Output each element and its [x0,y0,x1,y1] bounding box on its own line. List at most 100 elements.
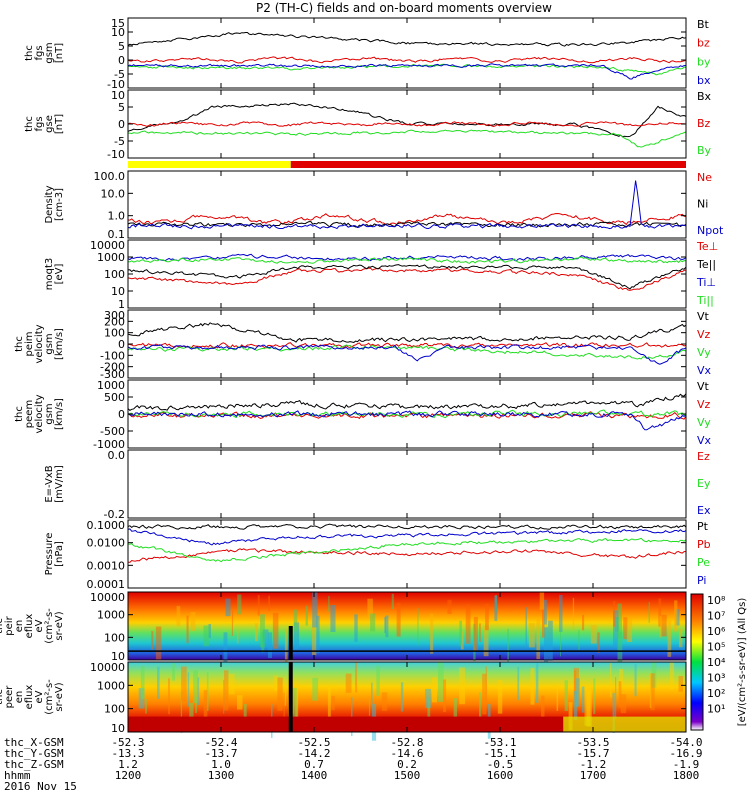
date-label: 2016 Nov 15 [4,780,77,793]
series-peim_velocity-1 [128,343,686,348]
footer-value-2-3: 0.2 [397,758,417,771]
footer-row-name-2: thc_Z-GSM [4,758,64,771]
ylabel-peim_velocity: thcpeimvelocitygsm[km/s] [14,324,65,363]
ytick-density-3: 0.1 [108,228,126,241]
footer-value-0-1: -52.4 [204,736,237,749]
ytick-pressure-0: 0.1000 [87,519,126,532]
ytick-peir-3: 10 [111,650,125,663]
colorbar-tick-0: 10⁸ [707,594,726,607]
series-temperature-2 [128,254,686,261]
panel-efield: 0.0 -0.2 E=-VxB[mV/m] Ez Ey Ex [44,449,711,521]
legend-fgs_gsm-0: Bt [697,18,710,31]
mode-bar-yellow [128,161,291,168]
series-fgs_gsm-0 [128,32,686,46]
series-peim_velocity-3 [128,345,686,365]
legend-fgs_gsm-3: bx [697,74,711,87]
ytick-fgs_gsm-1: 10 [111,26,125,39]
footer-value-0-3: -52.8 [390,736,423,749]
ylabel-peem_velocity: thcpeemvelocitygsm[km/s] [14,394,65,433]
mode-bar [128,161,686,168]
ytick-peer-3: 10 [111,722,125,735]
legend-peem_velocity-1: Vz [697,398,711,411]
ytick-peem_velocity-4: -1000 [93,438,125,451]
legend-fgs_gsm-1: bz [697,37,710,50]
colorbar-tick-1: 10⁷ [707,610,725,623]
series-temperature-0 [128,268,686,290]
series-peim_velocity-2 [128,345,686,359]
legend-peim_velocity-0: Vt [697,310,710,323]
series-fgs_gsm-1 [128,57,686,63]
ytick-fgs_gse-1: 5 [118,101,125,114]
ytick-peim_velocity-0: 300 [104,309,125,322]
ytick-fgs_gsm-3: 0 [118,54,125,67]
mode-bar-red [290,161,686,168]
legend-temperature-0: Te⊥ [696,240,718,253]
heatmap-peir [128,592,686,672]
ytick-peim_velocity-4: -100 [100,349,125,362]
footer-row-name-3: hhmm [4,769,31,782]
frame-efield [127,449,687,519]
colorbar-tick-4: 10⁴ [707,656,726,669]
footer-value-2-4: -0.5 [487,758,514,771]
footer-value-3-5: 1700 [580,769,607,782]
footer-value-0-5: -53.5 [576,736,609,749]
series-fgs_gse-1 [128,122,686,127]
colorbar-tick-3: 10⁵ [707,641,725,654]
series-temperature-1 [128,265,686,289]
footer-value-3-1: 1300 [208,769,235,782]
ytick-peer-2: 100 [104,703,125,716]
legend-temperature-1: Te|| [696,258,716,271]
legend-fgs_gse-1: Bz [697,117,711,130]
series-density-1 [128,222,686,227]
footer-value-2-0: 1.2 [118,758,138,771]
ytick-temperature-2: 100 [104,268,125,281]
frame-fgs_gsm [127,17,687,89]
series-pressure-3 [128,529,686,545]
heatmap-peer [128,662,686,741]
panel-peir: 10000 1000 100 10 thcpeirenefluxeV(cm²-s-sr-… [0,591,687,672]
ytick-fgs_gsm-5: -10 [107,78,125,91]
ylabel-temperature: moqt3[eV] [44,258,65,291]
ytick-fgs_gse-0: 10 [111,89,125,102]
legend-fgs_gse-0: Bx [697,90,712,103]
footer-value-2-1: 1.0 [211,758,231,771]
ytick-fgs_gsm-4: -5 [114,68,125,81]
legend-density-1: Ni [697,198,708,211]
series-peim_velocity-0 [128,323,686,343]
ytick-peem_velocity-2: 0 [118,408,125,421]
panel-pressure: 0.1000 0.0100 0.0010 0.0001 Pressure[nPa] Pt P… [44,519,711,591]
colorbar-gradient [690,593,704,731]
series-fgs_gsm-3 [128,64,686,79]
legend-pressure-2: Pe [697,556,710,569]
frame-pressure [127,519,687,589]
legend-temperature-2: Ti⊥ [696,276,716,289]
ytick-temperature-3: 10 [111,285,125,298]
ytick-efield-0: 0.0 [108,449,126,462]
ytick-pressure-2: 0.0010 [87,559,126,572]
ylabel-efield: E=-VxB[mV/m] [44,465,65,503]
ylabel-fgs_gsm: thcfgsgsm[nT] [24,42,65,63]
ytick-temperature-0: 10000 [90,239,125,252]
legend-density-2: Npot [697,224,724,237]
legend-pressure-0: Pt [697,520,709,533]
footer-value-3-4: 1600 [487,769,514,782]
legend-peem_velocity-0: Vt [697,380,710,393]
ytick-fgs_gse-2: 0 [118,118,125,131]
legend-fgs_gse-2: By [697,144,712,157]
series-pressure-2 [128,538,686,561]
ytick-efield-1: -0.2 [104,508,125,521]
footer-value-1-4: -15.1 [483,747,516,760]
footer-value-2-2: 0.7 [304,758,324,771]
legend-fgs_gsm-2: by [697,55,711,68]
series-density-0 [128,214,686,225]
footer-value-0-0: -52.3 [111,736,144,749]
frame-peem_velocity [127,379,687,449]
series-fgs_gsm-2 [128,64,686,75]
footer-value-1-1: -13.7 [204,747,237,760]
panel-fgs_gse: 105 0 -5-10 thcfgsgse[nT] Bx Bz By [24,89,712,161]
ylabel-fgs_gse: thcfgsgse[nT] [24,114,65,134]
footer-value-3-3: 1500 [394,769,421,782]
legend-peem_velocity-2: Vy [697,416,711,429]
frame-peim_velocity [127,309,687,379]
footer-value-2-6: -1.9 [673,758,700,771]
